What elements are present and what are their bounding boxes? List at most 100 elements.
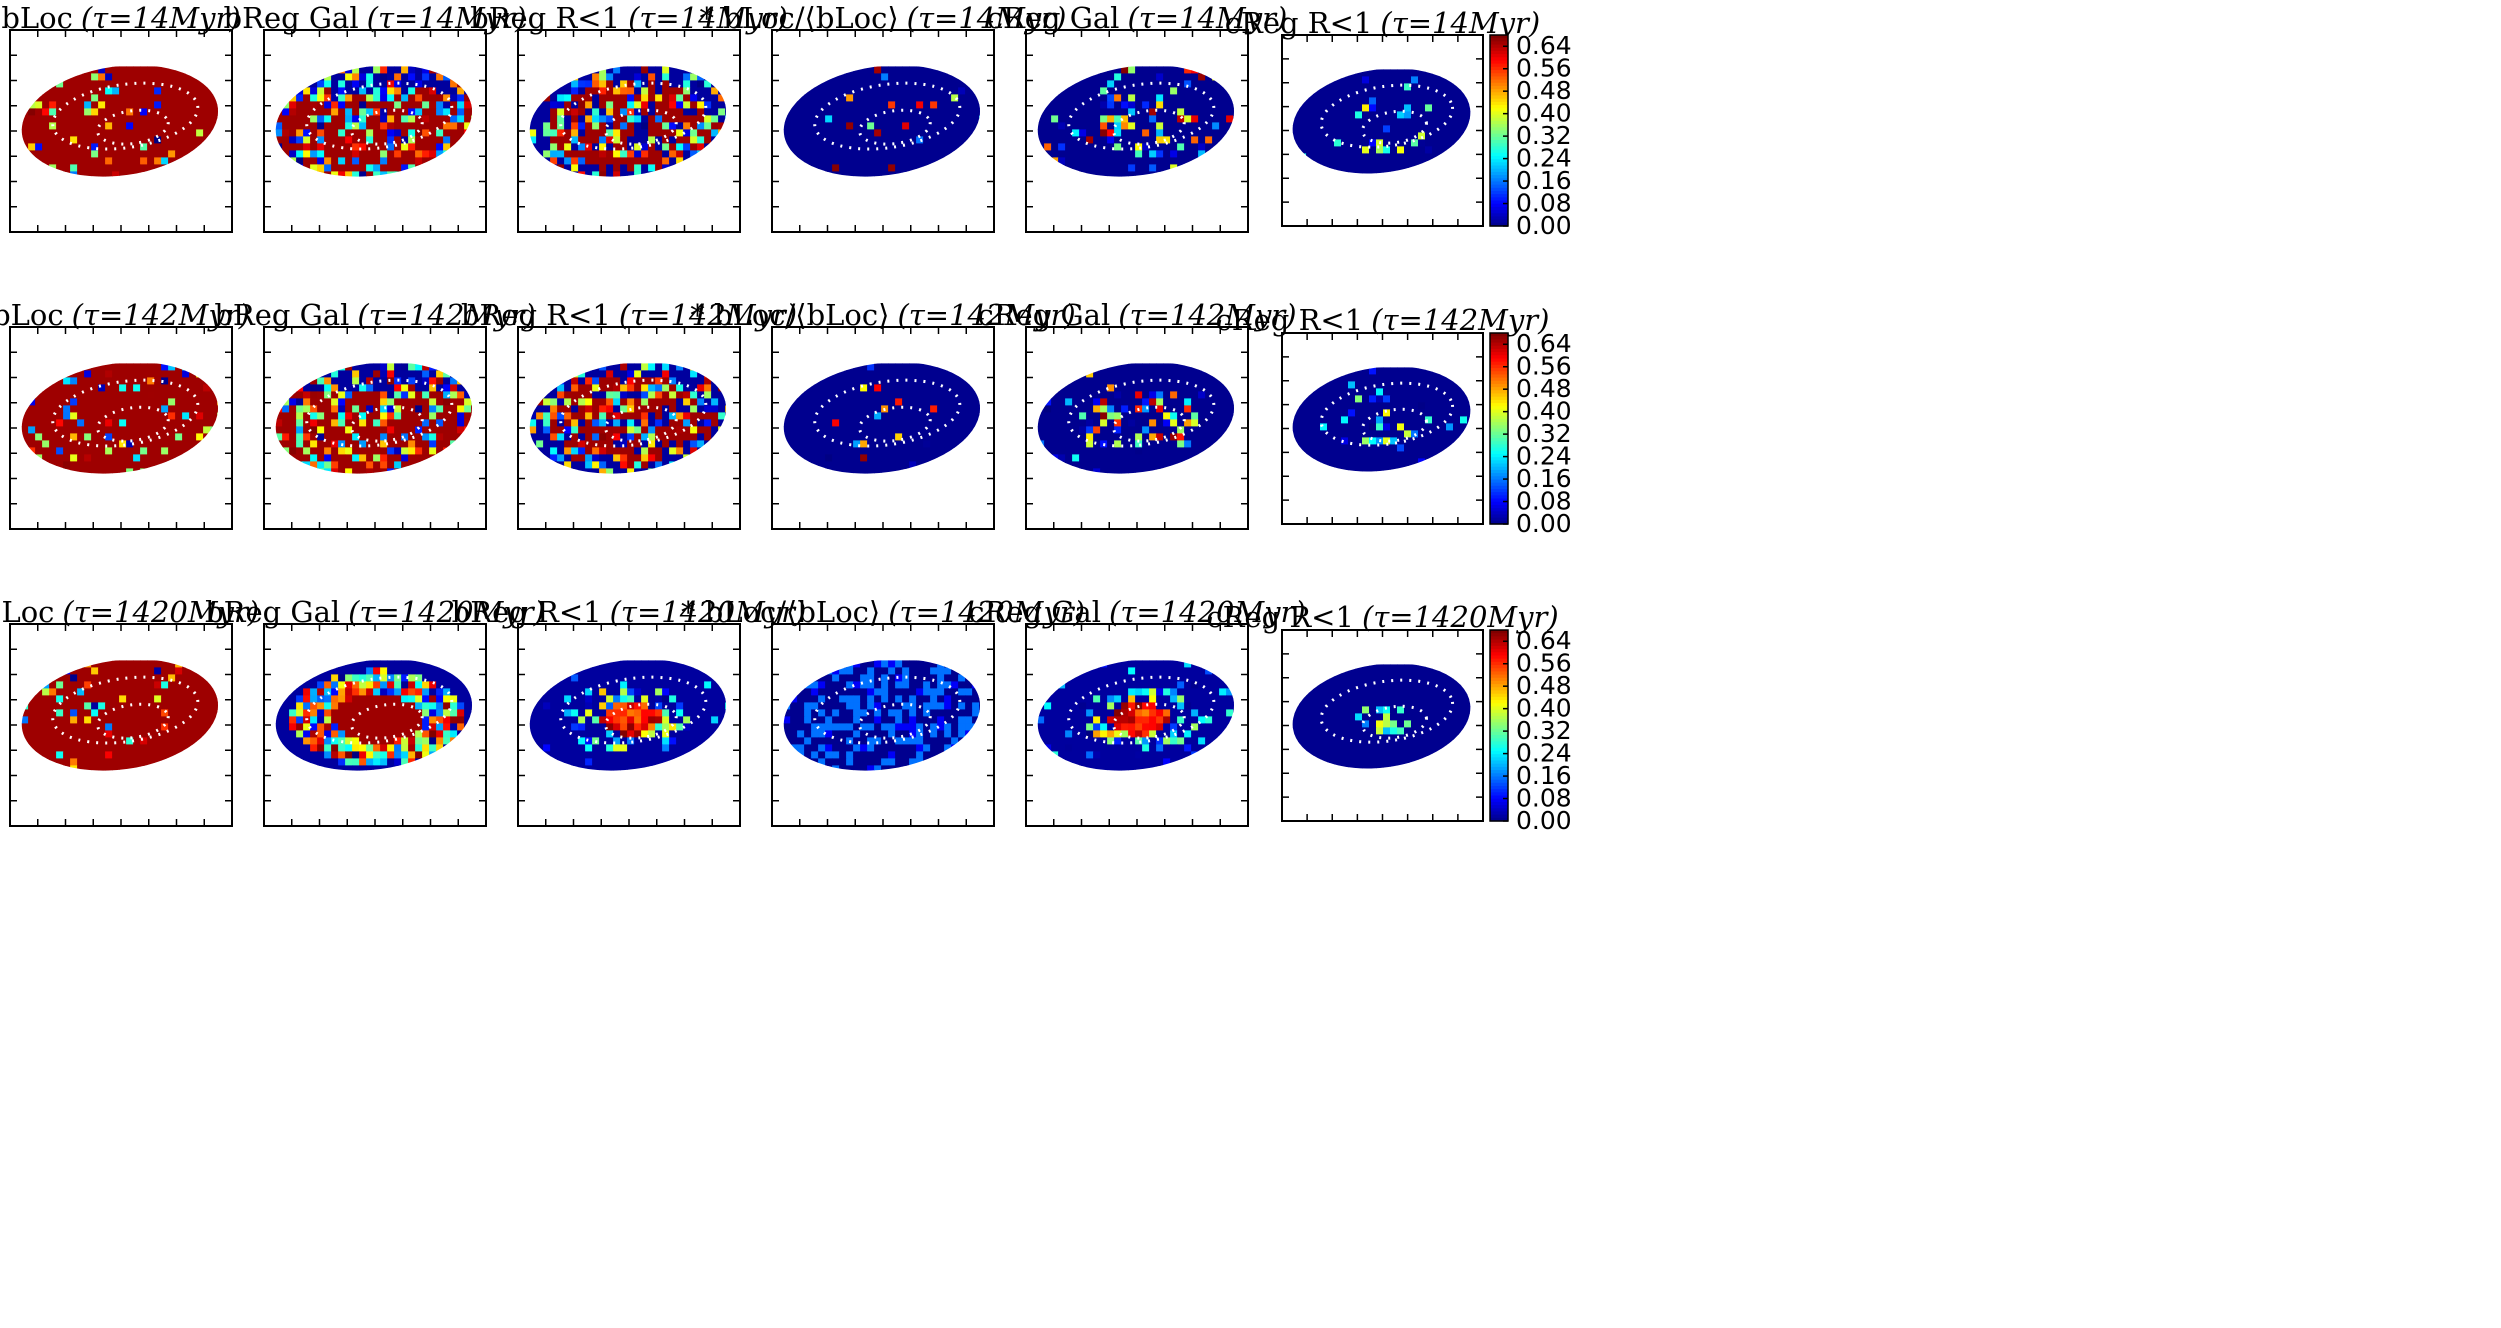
map-pixel (683, 157, 691, 165)
map-pixel (1128, 87, 1136, 95)
map-pixel (415, 164, 423, 172)
map-pixel (436, 129, 444, 137)
map-pixel (359, 101, 367, 109)
map-pixel (641, 461, 649, 469)
map-pixel (415, 115, 423, 123)
colorbar-segment (1490, 159, 1508, 163)
map-pixel (387, 412, 395, 420)
map-pixel (1453, 146, 1461, 154)
map-pixel (112, 412, 120, 420)
map-pixel (464, 80, 472, 88)
map-pixel (1058, 143, 1066, 151)
map-pixel (203, 157, 211, 165)
map-pixel (203, 115, 211, 123)
map-pixel (683, 377, 691, 385)
map-pixel (464, 157, 472, 165)
map-pixel (1121, 150, 1129, 158)
map-pixel (606, 66, 614, 74)
map-pixel (282, 461, 290, 469)
map-pixel (1418, 97, 1426, 105)
map-pixel (958, 377, 966, 385)
map-pixel (958, 398, 966, 406)
map-pixel (317, 426, 325, 434)
map-pixel (718, 80, 726, 88)
map-pixel (1184, 115, 1192, 123)
map-pixel (196, 391, 204, 399)
map-pixel (599, 384, 607, 392)
map-pixel (550, 461, 558, 469)
map-pixel (154, 150, 162, 158)
map-pixel (275, 405, 283, 413)
map-pixel (303, 370, 311, 378)
map-pixel (1348, 83, 1356, 91)
map-pixel (282, 412, 290, 420)
map-pixel (289, 73, 297, 81)
map-pixel (394, 94, 402, 102)
map-pixel (1072, 66, 1080, 74)
map-pixel (874, 454, 882, 462)
map-pixel (1044, 73, 1052, 81)
map-pixel (958, 101, 966, 109)
map-pixel (359, 73, 367, 81)
map-pixel (937, 66, 945, 74)
map-pixel (909, 73, 917, 81)
map-pixel (387, 80, 395, 88)
map-pixel (1362, 76, 1370, 84)
map-pixel (457, 391, 465, 399)
map-pixel (937, 73, 945, 81)
map-pixel (303, 87, 311, 95)
map-pixel (1086, 150, 1094, 158)
map-pixel (888, 136, 896, 144)
map-pixel (70, 370, 78, 378)
map-pixel (338, 426, 346, 434)
map-pixel (1191, 136, 1199, 144)
map-pixel (70, 398, 78, 406)
map-pixel (606, 412, 614, 420)
map-pixel (196, 412, 204, 420)
map-pixel (697, 447, 705, 455)
map-pixel (902, 129, 910, 137)
map-pixel (1212, 115, 1220, 123)
map-pixel (543, 377, 551, 385)
map-pixel (783, 157, 791, 165)
map-pixel (1163, 143, 1171, 151)
map-pixel (168, 66, 176, 74)
map-pixel (697, 122, 705, 130)
map-pixel (1446, 69, 1454, 77)
map-pixel (450, 129, 458, 137)
map-pixel (641, 412, 649, 420)
map-pixel (965, 412, 973, 420)
map-pixel (529, 370, 537, 378)
colorbar-segment (1490, 206, 1508, 211)
outer-dotted-ellipse (51, 81, 200, 151)
map-pixel (317, 461, 325, 469)
map-pixel (881, 461, 889, 469)
map-pixel (825, 447, 833, 455)
colorbar-segment (1490, 44, 1508, 49)
map-pixel (1128, 122, 1136, 130)
map-pixel (317, 412, 325, 420)
colorbar-tick-label: 0.48 (1516, 76, 1572, 105)
map-pixel (783, 461, 791, 469)
map-pixel (91, 433, 99, 441)
map-pixel (1453, 139, 1461, 147)
map-pixel (56, 419, 64, 427)
map-pixel (429, 426, 437, 434)
map-pixel (338, 171, 346, 179)
map-pixel (317, 440, 325, 448)
map-pixel (613, 80, 621, 88)
map-pixel (359, 129, 367, 137)
map-pixel (77, 384, 85, 392)
map-pixel (1327, 111, 1335, 119)
map-pixel (937, 398, 945, 406)
map-pixel (853, 447, 861, 455)
map-pixel (697, 419, 705, 427)
map-pixel (634, 101, 642, 109)
map-pixel (338, 454, 346, 462)
map-pixel (818, 150, 826, 158)
map-pixel (140, 363, 148, 371)
map-pixel (345, 447, 353, 455)
map-pixel (797, 150, 805, 158)
map-pixel (648, 150, 656, 158)
map-pixel (902, 115, 910, 123)
